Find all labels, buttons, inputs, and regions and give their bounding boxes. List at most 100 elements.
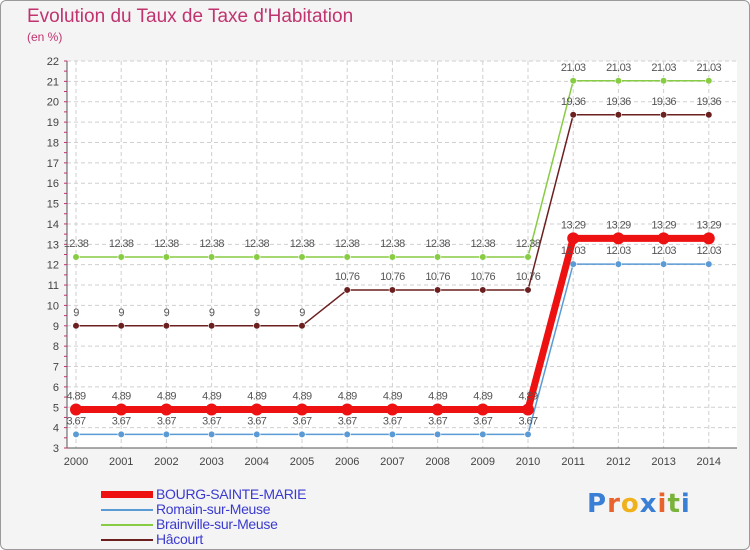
data-point-hacourt [659, 111, 668, 119]
data-point-bourg-sainte-marie [296, 403, 308, 416]
data-point-bourg-sainte-marie [612, 232, 625, 245]
data-label-bourg-sainte-marie: 13.29 [651, 219, 676, 231]
data-point-brainville-sur-meuse [524, 253, 532, 261]
data-label-brainville-sur-meuse: 12.38 [109, 238, 134, 250]
x-tick-label: 2002 [154, 456, 178, 468]
y-tick-label: 18 [47, 137, 59, 149]
data-point-hacourt [117, 322, 125, 330]
data-label-brainville-sur-meuse: 12.38 [425, 238, 450, 250]
data-label-hacourt: 9 [73, 307, 79, 319]
data-label-romain-sur-meuse: 3.67 [518, 415, 537, 427]
data-label-romain-sur-meuse: 3.67 [292, 415, 311, 427]
data-point-bourg-sainte-marie [386, 403, 399, 416]
data-point-bourg-sainte-marie [522, 403, 534, 416]
y-tick-label: 11 [48, 280, 59, 292]
data-point-brainville-sur-meuse [253, 253, 261, 261]
legend-swatch [101, 524, 153, 526]
chart-subtitle: (en %) [27, 30, 63, 44]
data-label-brainville-sur-meuse: 12.38 [335, 238, 360, 250]
y-tick-label: 6 [53, 382, 59, 394]
data-point-romain-sur-meuse [162, 430, 170, 438]
data-label-bourg-sainte-marie: 4.89 [383, 391, 402, 403]
data-point-romain-sur-meuse [253, 430, 261, 438]
data-point-bourg-sainte-marie [205, 403, 218, 416]
data-label-romain-sur-meuse: 12.03 [561, 245, 586, 257]
data-point-romain-sur-meuse [569, 260, 577, 268]
data-label-hacourt: 19.36 [561, 96, 586, 108]
data-point-bourg-sainte-marie [70, 403, 82, 416]
data-label-bourg-sainte-marie: 13.29 [606, 219, 631, 231]
data-point-romain-sur-meuse [117, 430, 125, 438]
proxiti-logo: Proxiti [587, 489, 691, 519]
legend-swatch [101, 491, 153, 498]
data-label-bourg-sainte-marie: 4.89 [338, 391, 357, 403]
x-tick-label: 2005 [290, 456, 314, 468]
y-tick-label: 17 [47, 158, 59, 170]
data-point-hacourt [569, 111, 577, 119]
x-tick-label: 2003 [199, 456, 223, 468]
data-point-hacourt [343, 286, 351, 294]
x-tick-label: 2007 [380, 456, 404, 468]
y-tick-label: 15 [47, 199, 59, 211]
legend-label: BOURG-SAINTE-MARIE [156, 486, 307, 502]
data-label-brainville-sur-meuse: 12.38 [516, 238, 541, 250]
data-label-bourg-sainte-marie: 4.89 [473, 391, 492, 403]
data-label-hacourt: 9 [118, 307, 124, 319]
data-point-bourg-sainte-marie [567, 232, 580, 245]
data-label-hacourt: 10.76 [335, 271, 360, 283]
data-point-romain-sur-meuse [524, 430, 532, 438]
data-label-hacourt: 10.76 [380, 271, 405, 283]
data-label-romain-sur-meuse: 3.67 [112, 415, 131, 427]
data-label-hacourt: 19.36 [651, 96, 676, 108]
y-tick-label: 10 [47, 300, 59, 312]
x-tick-label: 2011 [561, 456, 585, 468]
legend-label: Brainville-sur-Meuse [156, 516, 278, 532]
data-point-romain-sur-meuse [659, 260, 668, 268]
data-label-hacourt: 10.76 [425, 271, 450, 283]
data-point-bourg-sainte-marie [657, 232, 670, 245]
x-tick-label: 2014 [697, 456, 721, 468]
data-label-bourg-sainte-marie: 4.89 [292, 391, 311, 403]
data-point-hacourt [72, 322, 80, 330]
data-label-bourg-sainte-marie: 4.89 [157, 391, 176, 403]
data-label-romain-sur-meuse: 12.03 [651, 245, 676, 257]
data-label-brainville-sur-meuse: 21.03 [697, 62, 722, 74]
data-label-romain-sur-meuse: 3.67 [428, 415, 447, 427]
data-point-hacourt [614, 111, 623, 119]
data-label-brainville-sur-meuse: 12.38 [199, 238, 224, 250]
data-label-bourg-sainte-marie: 13.29 [697, 219, 722, 231]
y-tick-label: 7 [53, 362, 59, 374]
data-point-bourg-sainte-marie [431, 403, 444, 416]
data-point-hacourt [253, 322, 261, 330]
legend-swatch [101, 509, 153, 511]
data-label-bourg-sainte-marie: 4.89 [247, 391, 266, 403]
data-point-brainville-sur-meuse [388, 253, 397, 261]
data-label-brainville-sur-meuse: 12.38 [380, 238, 405, 250]
data-point-bourg-sainte-marie [115, 403, 128, 416]
data-label-bourg-sainte-marie: 4.89 [428, 391, 447, 403]
y-tick-label: 12 [47, 260, 59, 272]
data-label-hacourt: 19.36 [697, 96, 722, 108]
data-point-romain-sur-meuse [72, 430, 80, 438]
data-point-brainville-sur-meuse [479, 253, 487, 261]
data-point-romain-sur-meuse [479, 430, 487, 438]
data-label-brainville-sur-meuse: 21.03 [651, 62, 676, 74]
y-tick-label: 3 [53, 443, 59, 455]
x-tick-label: 2013 [651, 456, 675, 468]
data-point-brainville-sur-meuse [298, 253, 306, 261]
data-point-bourg-sainte-marie [702, 232, 715, 245]
legend-label: Hâcourt [156, 531, 203, 547]
y-tick-label: 4 [53, 423, 59, 435]
data-label-hacourt: 9 [209, 307, 215, 319]
data-point-hacourt [434, 286, 442, 294]
data-point-brainville-sur-meuse [72, 253, 80, 261]
data-point-hacourt [298, 322, 306, 330]
data-label-romain-sur-meuse: 3.67 [247, 415, 266, 427]
data-point-brainville-sur-meuse [208, 253, 216, 261]
data-label-hacourt: 9 [164, 307, 170, 319]
data-label-brainville-sur-meuse: 12.38 [471, 238, 496, 250]
data-label-romain-sur-meuse: 12.03 [697, 245, 722, 257]
data-label-brainville-sur-meuse: 12.38 [154, 238, 179, 250]
y-tick-label: 8 [53, 341, 59, 353]
